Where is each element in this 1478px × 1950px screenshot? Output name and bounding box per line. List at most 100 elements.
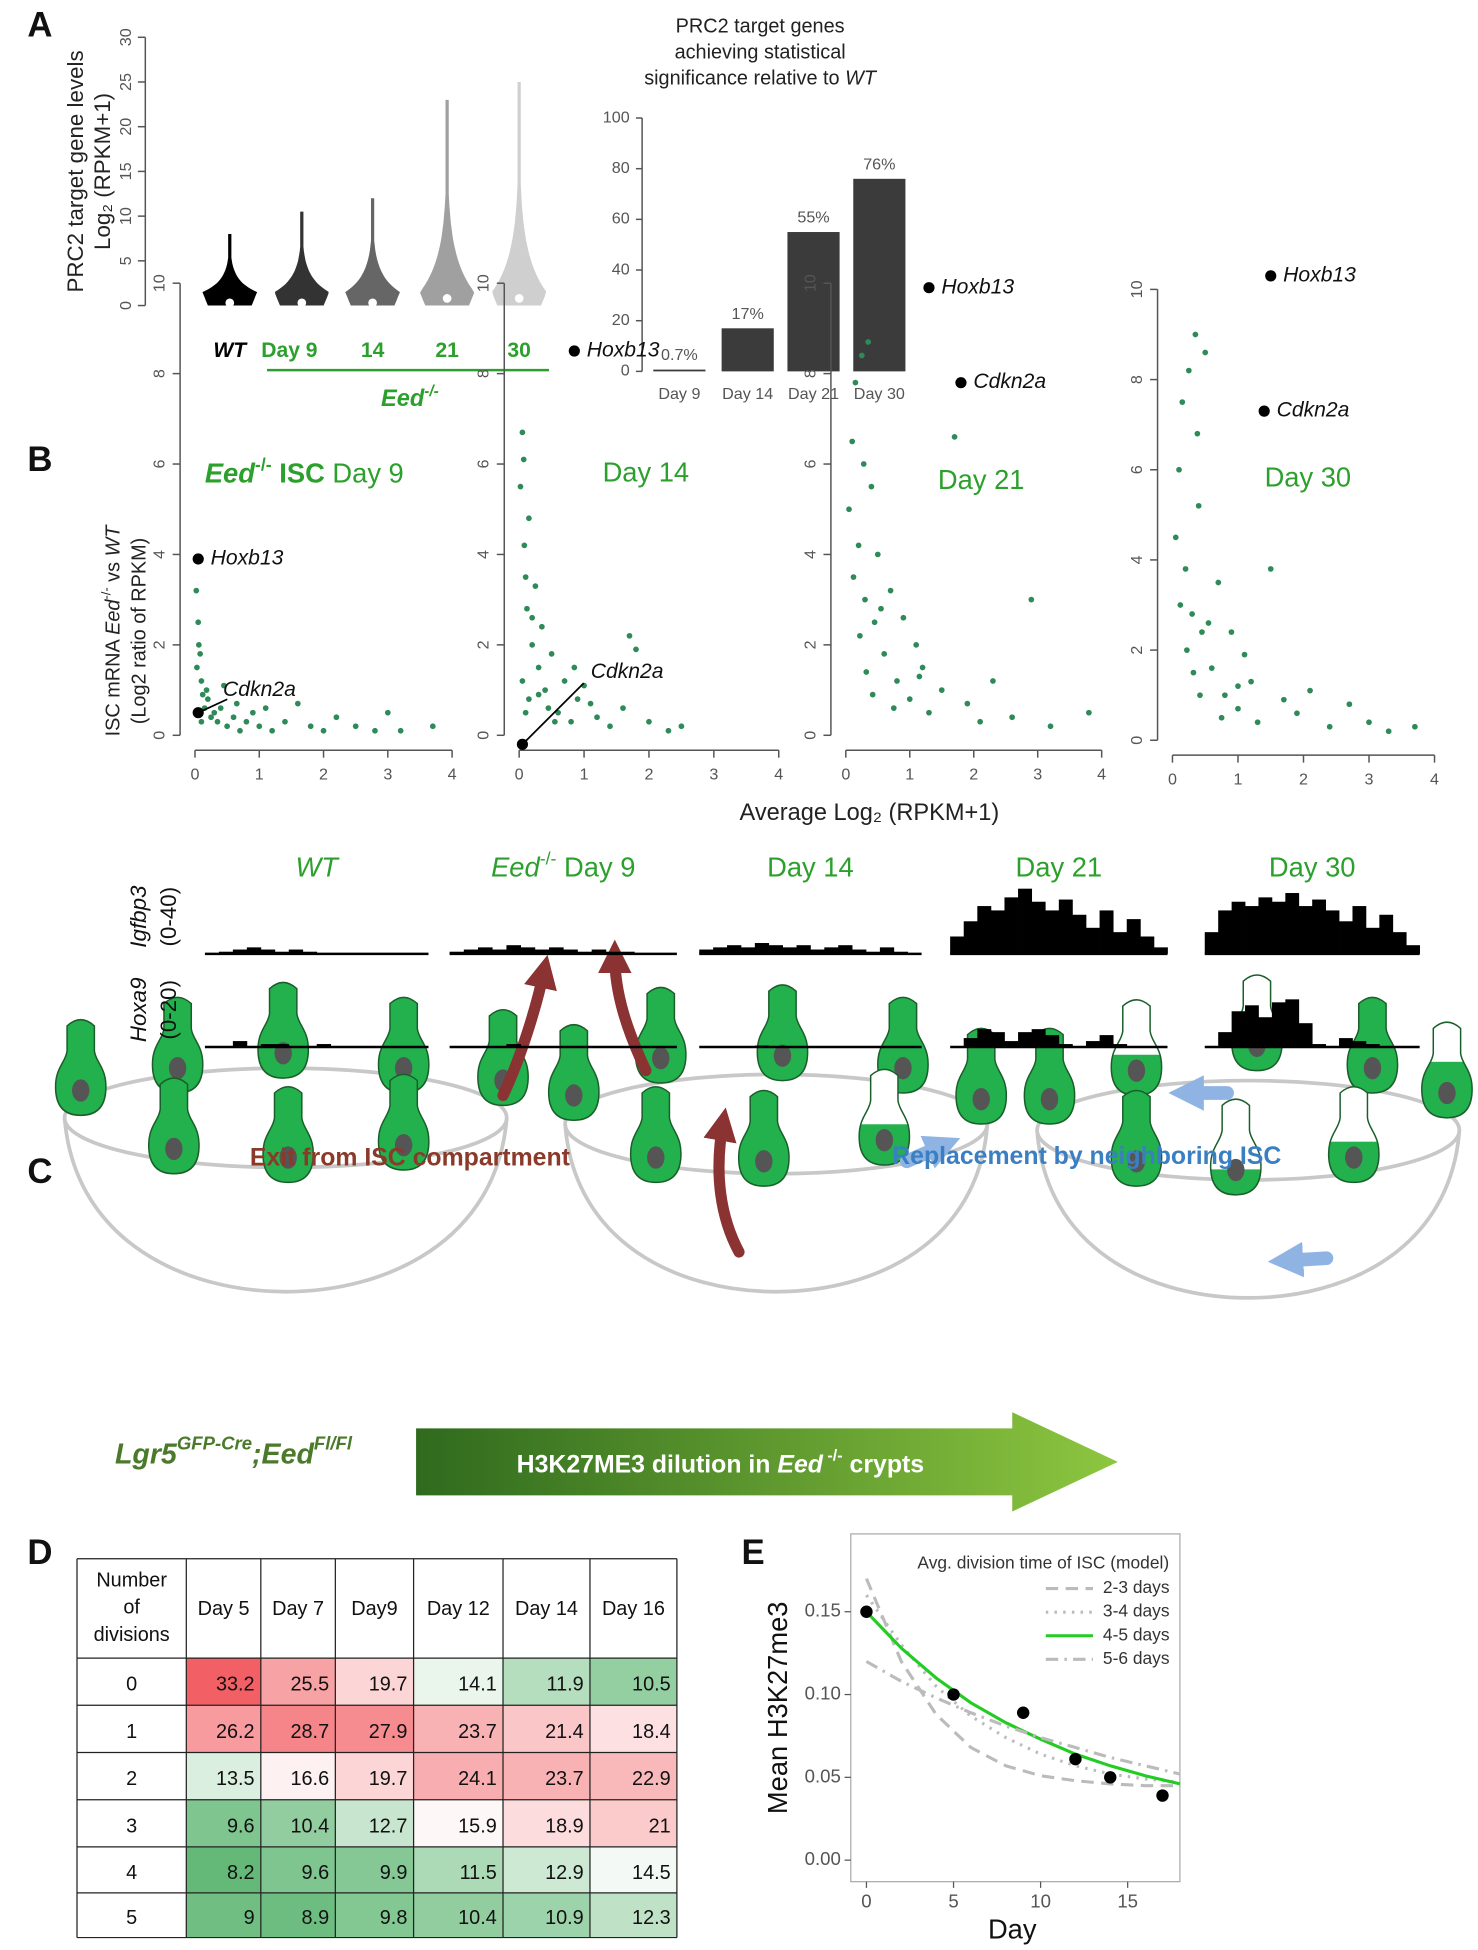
y-tick-label: 2 (150, 640, 168, 649)
heat-cell (260, 1892, 336, 1938)
point (542, 687, 548, 693)
point (574, 696, 581, 702)
point (519, 678, 526, 684)
table-cell: 28.7 (290, 1721, 329, 1743)
point (262, 705, 269, 712)
isc-cell (547, 1023, 600, 1122)
coverage-bin (977, 906, 992, 954)
point (1195, 502, 1202, 509)
table-cell: 9.6 (302, 1862, 330, 1884)
point (1189, 611, 1195, 617)
heat-cell (413, 1752, 504, 1800)
point (887, 587, 894, 594)
nucleus (165, 1137, 183, 1161)
nucleus (565, 1084, 583, 1107)
coverage-bin (232, 1041, 248, 1048)
table-cell: 19.7 (369, 1674, 408, 1696)
heat-cell (413, 1799, 504, 1847)
panel-label: D (27, 1534, 52, 1572)
point (532, 583, 539, 589)
point (193, 587, 200, 594)
point (1294, 710, 1300, 717)
coverage-bin (1352, 1041, 1367, 1048)
point (852, 379, 859, 386)
panel-title-part: -/- (255, 454, 272, 474)
point (1182, 566, 1189, 572)
point (1179, 399, 1186, 405)
point (863, 669, 870, 675)
point (1176, 466, 1182, 473)
y-axis-label-part: (Log2 ratio of RPKM) (129, 538, 151, 725)
coverage-bin (478, 947, 493, 954)
point (551, 718, 558, 725)
coverage-bin (768, 945, 783, 954)
point (204, 696, 211, 702)
cell-body (262, 1086, 315, 1184)
track-column-label-part: WT (295, 852, 340, 883)
exit-label: Exit from ISC compartment (250, 1144, 570, 1171)
x-tick-label: 1 (905, 765, 914, 783)
point (1172, 534, 1179, 541)
isc-cell (737, 1089, 790, 1187)
nucleus (773, 1044, 792, 1067)
table-cell: 14.1 (458, 1674, 497, 1696)
highlight-point (1258, 405, 1270, 417)
y-tick-label: 8 (1128, 375, 1146, 384)
replace-arrow (1267, 1241, 1334, 1278)
x-tick-label: 1 (1233, 770, 1242, 788)
isc-cell (151, 996, 204, 1094)
table-cell: 22.9 (632, 1768, 671, 1790)
heat-cell (186, 1705, 261, 1753)
cell-body (629, 1086, 682, 1184)
point (1307, 687, 1313, 694)
track-column-label: Day 14 (767, 852, 854, 883)
x-tick-label: 3 (709, 765, 718, 783)
cell-body (877, 996, 929, 1094)
x-tick-label: 4 (774, 765, 783, 783)
track-column-label: Eed-/- Day 9 (491, 848, 635, 883)
dilution-label-part: crypts (843, 1451, 924, 1478)
nucleus (1127, 1059, 1146, 1082)
point (881, 651, 888, 657)
nucleus (72, 1079, 90, 1102)
heat-cell (413, 1892, 504, 1938)
row-label: 0 (126, 1674, 137, 1696)
point (1385, 728, 1392, 735)
y-tick-label: 0.05 (805, 1765, 841, 1786)
coverage-bin (1298, 906, 1313, 954)
coverage-bin (1140, 936, 1155, 954)
exit-arrow (497, 954, 557, 1102)
table-cell: 10.4 (290, 1815, 329, 1837)
point (333, 714, 340, 721)
isc-cell (377, 1073, 430, 1171)
nucleus (1438, 1081, 1456, 1105)
x-tick-label: 4 (1430, 770, 1439, 788)
group-label: Eed-/- (381, 382, 439, 411)
coverage-bin (1085, 1041, 1100, 1048)
nucleus (647, 1146, 665, 1169)
group-label-part: -/- (424, 382, 438, 399)
point (1197, 692, 1203, 699)
track-column-label-part: Eed (491, 852, 540, 883)
genotype-label-part: ;Eed (252, 1438, 314, 1470)
y-tick-label: 15 (117, 162, 135, 180)
data-point (1016, 1706, 1030, 1719)
coverage-bin (713, 947, 728, 954)
y-tick-label: 10 (801, 274, 819, 292)
point (855, 542, 862, 549)
point (545, 705, 552, 712)
data-point (947, 1688, 960, 1701)
y-tick-label: 10 (150, 274, 168, 292)
coverage-bin (1031, 901, 1046, 954)
table-cell: 16.6 (290, 1768, 329, 1790)
chart-title-part: significance relative to (644, 68, 845, 90)
coverage-bin (990, 1032, 1005, 1048)
y-tick-label: 30 (117, 28, 135, 46)
point (846, 506, 852, 513)
point (620, 705, 626, 712)
panel-title: Day 30 (1265, 462, 1352, 493)
coverage-bin (1379, 914, 1394, 954)
coverage-bin (1099, 910, 1114, 954)
